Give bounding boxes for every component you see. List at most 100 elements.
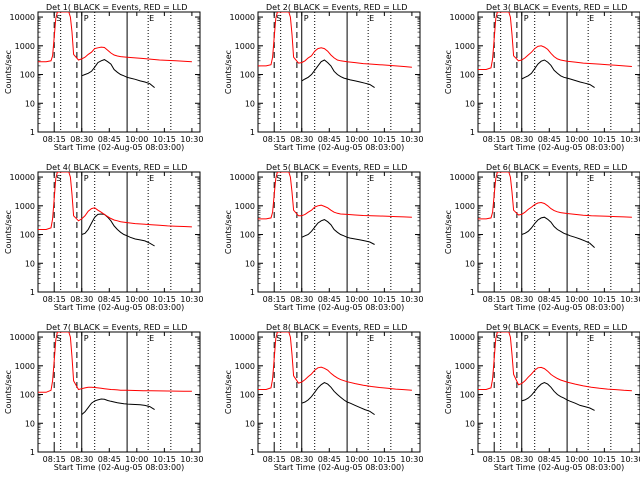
y-tick-label: 100 (460, 231, 475, 240)
x-axis-title: Start Time (02-Aug-05 08:03:00) (494, 143, 625, 152)
x-tick-label: 10:00 (345, 455, 368, 464)
x-tick-label: 10:15 (153, 295, 176, 304)
x-tick-label: 08:15 (43, 135, 66, 144)
x-tick-label: 10:30 (620, 295, 640, 304)
marker-label-p: P (84, 14, 89, 23)
panel-title: Det 2( BLACK = Events, RED = LLD (266, 3, 407, 12)
x-tick-label: 08:15 (43, 295, 66, 304)
plot-area (38, 332, 192, 452)
plot-area (38, 172, 192, 292)
plot-area (258, 332, 412, 452)
detector-panel-4: Det 4( BLACK = Events, RED = LLD 1 10 100 10… (4, 163, 203, 312)
y-tick-label: 10000 (10, 13, 35, 22)
panel-title: Det 9( BLACK = Events, RED = LLD (486, 323, 627, 332)
x-tick-label: 08:15 (263, 135, 286, 144)
events-series-line (521, 382, 595, 411)
lld-series-line (478, 332, 632, 392)
x-tick-label: 10:00 (565, 295, 588, 304)
marker-label-p: P (84, 334, 89, 343)
x-tick-label: 08:45 (538, 455, 561, 464)
y-axis-title: Counts/sec (224, 370, 233, 414)
x-tick-label: 08:30 (70, 295, 93, 304)
marker-label-e: E (369, 174, 374, 183)
x-axis-title: Start Time (02-Aug-05 08:03:00) (54, 303, 185, 312)
events-series-line (81, 213, 155, 247)
y-tick-label: 1000 (15, 362, 35, 371)
plot-frame (477, 171, 640, 293)
x-tick-label: 08:30 (290, 455, 313, 464)
panel-title: Det 7( BLACK = Events, RED = LLD (46, 323, 187, 332)
lld-series-line (38, 332, 192, 393)
plot-area (478, 12, 632, 132)
lld-series-line (478, 172, 632, 220)
marker-label-s: S (496, 334, 501, 343)
marker-label-e: E (369, 334, 374, 343)
y-tick-label: 10000 (10, 173, 35, 182)
panel-title: Det 1( BLACK = Events, RED = LLD (46, 3, 187, 12)
x-tick-label: 08:30 (510, 135, 533, 144)
x-tick-label: 10:00 (565, 455, 588, 464)
y-axis-title: Counts/sec (224, 210, 233, 254)
marker-label-e: E (149, 334, 154, 343)
marker-label-s: S (496, 174, 501, 183)
plot-frame (37, 331, 201, 453)
events-series-line (81, 398, 155, 415)
x-tick-label: 08:45 (538, 135, 561, 144)
y-axis-title: Counts/sec (444, 210, 453, 254)
x-tick-label: 10:15 (593, 295, 616, 304)
y-tick-label: 1 (470, 448, 475, 457)
y-tick-label: 10 (245, 419, 255, 428)
marker-label-e: E (589, 14, 594, 23)
marker-label-p: P (304, 174, 309, 183)
x-tick-label: 08:30 (290, 135, 313, 144)
x-tick-label: 08:30 (510, 295, 533, 304)
lld-series-line (258, 172, 412, 220)
y-tick-label: 100 (460, 391, 475, 400)
x-axis-title: Start Time (02-Aug-05 08:03:00) (274, 303, 405, 312)
panel-title: Det 4( BLACK = Events, RED = LLD (46, 163, 187, 172)
detector-panel-7: Det 7( BLACK = Events, RED = LLD 1 10 100 10… (4, 323, 203, 472)
plot-area (478, 332, 632, 452)
panel-title: Det 8( BLACK = Events, RED = LLD (266, 323, 407, 332)
x-tick-label: 08:45 (538, 295, 561, 304)
x-axis-title: Start Time (02-Aug-05 08:03:00) (494, 303, 625, 312)
panel-title: Det 6( BLACK = Events, RED = LLD (486, 163, 627, 172)
x-tick-label: 10:15 (593, 455, 616, 464)
events-series-line (521, 216, 595, 248)
plot-frame (477, 331, 640, 453)
x-tick-label: 10:15 (373, 295, 396, 304)
x-tick-label: 08:15 (483, 135, 506, 144)
x-tick-label: 08:15 (263, 295, 286, 304)
y-axis-title: Counts/sec (4, 370, 13, 414)
y-tick-label: 10 (25, 419, 35, 428)
plot-frame (37, 171, 201, 293)
panel-title: Det 3( BLACK = Events, RED = LLD (486, 3, 627, 12)
detector-panel-5: Det 5( BLACK = Events, RED = LLD 1 10 100 10… (224, 163, 423, 312)
marker-label-s: S (276, 14, 281, 23)
y-tick-label: 100 (460, 71, 475, 80)
x-tick-label: 08:30 (290, 295, 313, 304)
x-tick-label: 10:15 (593, 135, 616, 144)
y-axis-title: Counts/sec (444, 50, 453, 94)
marker-label-e: E (149, 14, 154, 23)
marker-label-e: E (589, 334, 594, 343)
lld-series-line (38, 172, 192, 230)
y-tick-label: 10000 (450, 173, 475, 182)
x-tick-label: 08:45 (98, 295, 121, 304)
x-tick-label: 10:30 (400, 295, 423, 304)
y-tick-label: 1000 (15, 202, 35, 211)
x-axis-title: Start Time (02-Aug-05 08:03:00) (54, 463, 185, 472)
detector-panel-3: Det 3( BLACK = Events, RED = LLD 1 10 100 10… (444, 3, 640, 152)
detector-panel-2: Det 2( BLACK = Events, RED = LLD 1 10 100 10… (224, 3, 423, 152)
y-tick-label: 1 (470, 128, 475, 137)
x-tick-label: 10:30 (400, 455, 423, 464)
plot-frame (477, 11, 640, 133)
x-axis-title: Start Time (02-Aug-05 08:03:00) (54, 143, 185, 152)
marker-label-e: E (369, 14, 374, 23)
y-tick-label: 1 (30, 448, 35, 457)
y-tick-label: 10000 (230, 333, 255, 342)
y-tick-label: 10000 (450, 333, 475, 342)
x-axis-title: Start Time (02-Aug-05 08:03:00) (274, 143, 405, 152)
y-tick-label: 10 (465, 99, 475, 108)
x-tick-label: 10:00 (125, 455, 148, 464)
